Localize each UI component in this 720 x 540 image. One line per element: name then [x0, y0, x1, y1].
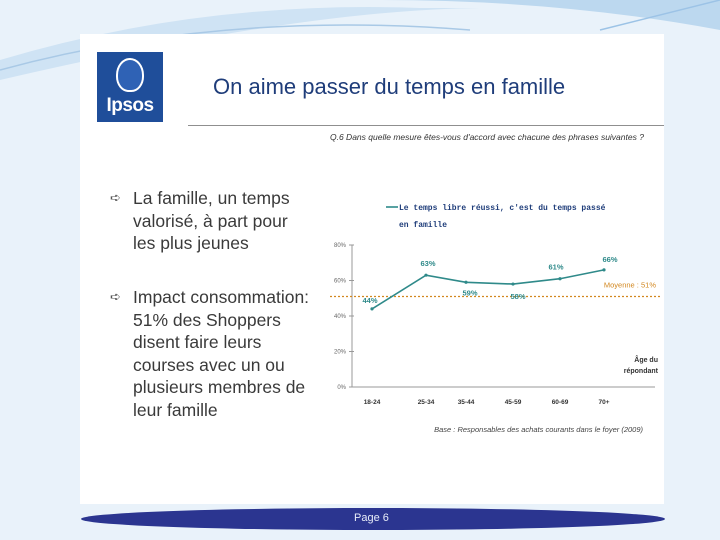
- data-label: 59%: [462, 288, 477, 297]
- title-divider: [188, 125, 664, 126]
- data-point: [370, 307, 374, 311]
- data-label: 58%: [510, 292, 525, 301]
- data-point: [424, 273, 428, 277]
- y-tick-label: 40%: [334, 314, 347, 320]
- x-tick-label: 35-44: [458, 399, 475, 406]
- logo-head-icon: [116, 58, 144, 92]
- line-chart: 0% 20% 40% 60% 80% 18-24 25-34 35-44 45-59 60-69 7…: [330, 204, 660, 434]
- footer-band: [81, 508, 665, 530]
- legend-label-continued: en famille: [399, 221, 447, 230]
- legend-label: Le temps libre réussi, c'est du temps pa…: [399, 204, 606, 213]
- data-label: 44%: [362, 296, 377, 305]
- survey-question: Q.6 Dans quelle mesure êtes-vous d'accor…: [330, 132, 644, 142]
- bullet-text: La famille, un temps valorisé, à part po…: [133, 188, 290, 253]
- data-label: 61%: [548, 263, 563, 272]
- x-axis-label-continued: répondant: [624, 368, 659, 375]
- data-label: 63%: [420, 259, 435, 268]
- series-line: [371, 269, 605, 310]
- slide: [80, 34, 664, 504]
- average-label: Moyenne : 51%: [604, 280, 656, 289]
- y-tick-label: 20%: [334, 350, 347, 356]
- x-tick-label: 60-69: [552, 399, 569, 406]
- chart-source-note: Base : Responsables des achats courants …: [434, 425, 643, 434]
- y-tick-label: 0%: [337, 385, 346, 391]
- x-axis-label: Âge du: [634, 355, 658, 364]
- data-point: [511, 282, 515, 286]
- y-tick-label: 80%: [334, 243, 347, 249]
- x-tick-label: 25-34: [418, 399, 435, 406]
- data-point: [602, 268, 606, 272]
- x-tick-label: 70+: [598, 399, 609, 406]
- data-label: 66%: [602, 255, 617, 264]
- y-tick-label: 60%: [334, 279, 347, 285]
- ipsos-logo: Ipsos: [97, 52, 163, 122]
- bullet-arrow-icon: ➪: [110, 289, 121, 304]
- logo-text: Ipsos: [106, 95, 154, 116]
- bullet-arrow-icon: ➪: [110, 190, 121, 205]
- x-tick-label: 18-24: [364, 399, 381, 406]
- x-tick-label: 45-59: [505, 399, 522, 406]
- page-number: Page 6: [354, 512, 389, 524]
- data-point: [464, 280, 468, 284]
- slide-title: On aime passer du temps en famille: [213, 74, 566, 99]
- data-point: [558, 277, 562, 281]
- bullet-text: Impact consommation: 51% des Shoppers di…: [133, 287, 310, 420]
